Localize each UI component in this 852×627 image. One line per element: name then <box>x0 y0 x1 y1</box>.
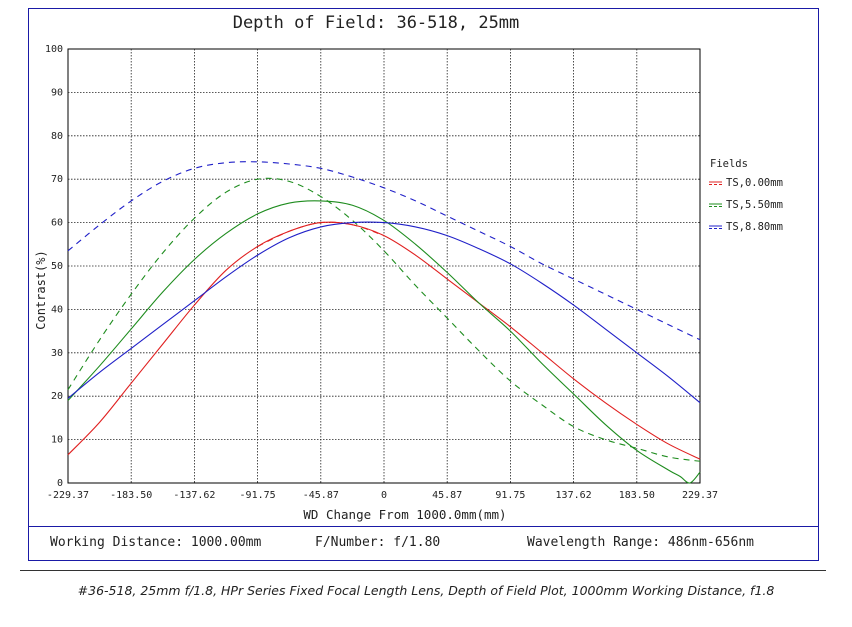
x-tick-label: 183.50 <box>619 490 655 501</box>
series-line-8-80mm-solid <box>67 221 701 404</box>
y-tick-label: 60 <box>51 218 63 229</box>
y-tick-label: 30 <box>51 348 63 359</box>
x-tick-label: 91.75 <box>495 490 525 501</box>
x-tick-label: -137.62 <box>173 490 215 501</box>
x-axis-label: WD Change From 1000.0mm(mm) <box>303 507 506 522</box>
chart-series <box>67 161 701 484</box>
y-tick-label: 10 <box>51 435 63 446</box>
x-tick-label: -91.75 <box>240 490 276 501</box>
chart-legend: Fields TS,0.00mm TS,5.50mm TS,8.80mm <box>709 158 783 233</box>
y-tick-labels: 0 10 20 30 40 50 60 70 80 90 100 <box>45 44 63 489</box>
y-tick-label: 0 <box>57 478 63 489</box>
caption-divider <box>20 570 826 571</box>
wavelength-range-text: Wavelength Range: 486nm-656nm <box>527 535 754 550</box>
x-tick-label: 229.37 <box>682 490 718 501</box>
legend-label: TS,0.00mm <box>726 177 783 189</box>
y-tick-label: 100 <box>45 44 63 55</box>
x-tick-label: 45.87 <box>432 490 462 501</box>
series-line-8-80mm-dashed <box>67 161 701 341</box>
series-line-5-50mm-solid <box>67 200 701 484</box>
chart-title: Depth of Field: 36-518, 25mm <box>233 13 520 33</box>
x-tick-label: -183.50 <box>110 490 152 501</box>
info-separator <box>28 526 819 527</box>
legend-label: TS,5.50mm <box>726 199 783 211</box>
y-axis-label: Contrast(%) <box>34 250 48 329</box>
y-tick-label: 50 <box>51 261 63 272</box>
x-tick-label: -45.87 <box>303 490 339 501</box>
series-line-0-00mm-dashed <box>257 221 385 247</box>
chart-grid <box>67 48 701 484</box>
y-tick-label: 90 <box>51 87 63 98</box>
legend-title: Fields <box>710 158 748 170</box>
y-tick-label: 70 <box>51 174 63 185</box>
chart-frame <box>28 8 819 561</box>
y-tick-label: 40 <box>51 304 63 315</box>
working-distance-text: Working Distance: 1000.00mm <box>50 535 262 550</box>
legend-label: TS,8.80mm <box>726 221 783 233</box>
x-tick-label: 0 <box>381 490 387 501</box>
series-line-5-50mm-dashed <box>67 177 701 462</box>
f-number-text: F/Number: f/1.80 <box>315 535 441 550</box>
figure-caption: #36-518, 25mm f/1.8, HPr Series Fixed Fo… <box>77 583 775 598</box>
x-tick-labels: -229.37 -183.50 -137.62 -91.75 -45.87 0 45.87 9… <box>47 490 718 501</box>
x-tick-label: -229.37 <box>47 490 89 501</box>
y-tick-label: 80 <box>51 131 63 142</box>
y-tick-label: 20 <box>51 391 63 402</box>
x-tick-label: 137.62 <box>556 490 592 501</box>
